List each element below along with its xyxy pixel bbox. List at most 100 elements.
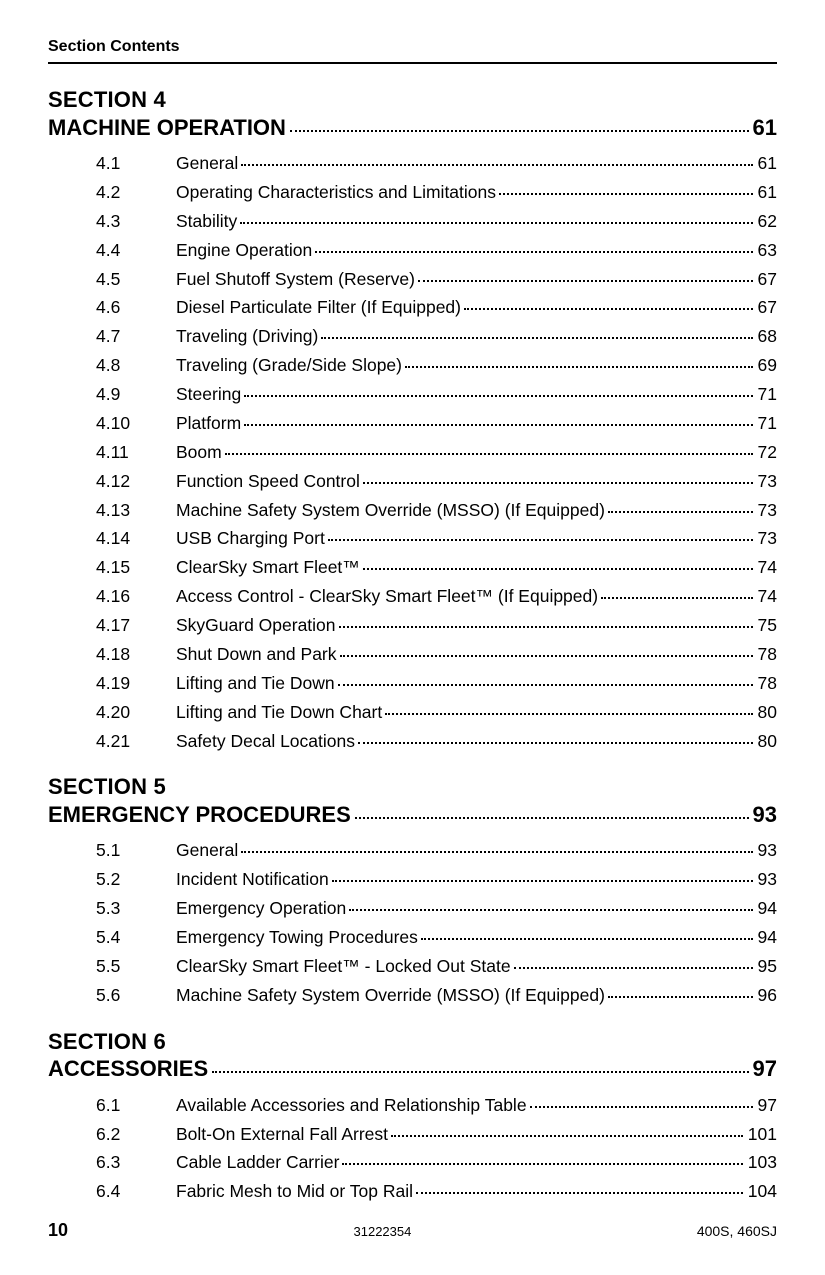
dot-leader — [328, 539, 753, 541]
toc-entry-title: SkyGuard Operation — [176, 611, 336, 640]
toc-entry: 4.7Traveling (Driving)68 — [48, 322, 777, 351]
toc-entry-title: Available Accessories and Relationship T… — [176, 1091, 527, 1120]
dot-leader — [244, 424, 752, 426]
dot-leader — [212, 1071, 748, 1073]
toc-entry: 6.1Available Accessories and Relationshi… — [48, 1091, 777, 1120]
toc-entry-title: Machine Safety System Override (MSSO) (I… — [176, 981, 605, 1010]
dot-leader — [608, 996, 753, 998]
toc-entry-title: Emergency Operation — [176, 894, 346, 923]
toc-entry-page: 61 — [756, 149, 777, 178]
dot-leader — [418, 280, 753, 282]
toc-entry-number: 6.2 — [96, 1120, 176, 1149]
toc-entry: 4.16Access Control - ClearSky Smart Flee… — [48, 582, 777, 611]
toc-entry-title: General — [176, 149, 238, 178]
toc-entry-page: 96 — [756, 981, 777, 1010]
toc-entry-title: Stability — [176, 207, 237, 236]
dot-leader — [240, 222, 752, 224]
toc-entry-number: 4.17 — [96, 611, 176, 640]
toc-entry-page: 67 — [756, 293, 777, 322]
toc-entry: 5.4Emergency Towing Procedures 94 — [48, 923, 777, 952]
toc-entry-title: Emergency Towing Procedures — [176, 923, 418, 952]
toc-entry-number: 4.2 — [96, 178, 176, 207]
toc-entry-number: 5.2 — [96, 865, 176, 894]
toc-entry-number: 4.10 — [96, 409, 176, 438]
toc-entry-number: 4.4 — [96, 236, 176, 265]
toc-entry-number: 4.5 — [96, 265, 176, 294]
toc-entry: 4.9Steering71 — [48, 380, 777, 409]
toc-entry: 4.18Shut Down and Park78 — [48, 640, 777, 669]
toc-entry-title: Operating Characteristics and Limitation… — [176, 178, 496, 207]
toc-entry: 4.11Boom72 — [48, 438, 777, 467]
section-page: 97 — [753, 1055, 777, 1083]
toc-entry: 5.3Emergency Operation 94 — [48, 894, 777, 923]
toc-entry-title: Traveling (Grade/Side Slope) — [176, 351, 402, 380]
dot-leader — [405, 366, 753, 368]
dot-leader — [340, 655, 753, 657]
toc-entry-number: 4.19 — [96, 669, 176, 698]
page-footer: 10 31222354 400S, 460SJ — [48, 1220, 777, 1241]
toc-entry: 4.5Fuel Shutoff System (Reserve)67 — [48, 265, 777, 294]
toc-entry: 4.19Lifting and Tie Down78 — [48, 669, 777, 698]
toc-entry-page: 93 — [756, 865, 777, 894]
toc-entry-page: 78 — [756, 669, 777, 698]
toc-entry-number: 6.3 — [96, 1148, 176, 1177]
toc-section: SECTION 5EMERGENCY PROCEDURES93 5.1Genera… — [48, 773, 777, 1009]
toc-entry-title: ClearSky Smart Fleet™ — [176, 553, 360, 582]
section-title-row: EMERGENCY PROCEDURES93 — [48, 801, 777, 829]
dot-leader — [225, 453, 753, 455]
toc-entry: 5.1General93 — [48, 836, 777, 865]
toc-entry: 5.2Incident Notification93 — [48, 865, 777, 894]
toc-entry-title: Function Speed Control — [176, 467, 360, 496]
dot-leader — [358, 742, 753, 744]
toc-entry-number: 6.4 — [96, 1177, 176, 1206]
toc-entry-title: Engine Operation — [176, 236, 312, 265]
toc-entry-page: 95 — [756, 952, 777, 981]
toc-entry: 4.10Platform71 — [48, 409, 777, 438]
toc-entry: 4.1General 61 — [48, 149, 777, 178]
toc-entry-title: Steering — [176, 380, 241, 409]
toc-entry-number: 5.4 — [96, 923, 176, 952]
toc-section: SECTION 6ACCESSORIES976.1Available Acces… — [48, 1028, 777, 1207]
toc-entry-number: 4.20 — [96, 698, 176, 727]
dot-leader — [601, 597, 752, 599]
toc-entry-page: 71 — [756, 380, 777, 409]
dot-leader — [608, 511, 753, 513]
dot-leader — [290, 130, 749, 132]
toc-entry-number: 4.1 — [96, 149, 176, 178]
toc-entry-page: 62 — [756, 207, 777, 236]
toc-entry-page: 103 — [746, 1148, 777, 1177]
toc-entry: 4.12Function Speed Control73 — [48, 467, 777, 496]
section-page: 61 — [753, 114, 777, 142]
toc-entry-page: 71 — [756, 409, 777, 438]
toc-entry-number: 5.5 — [96, 952, 176, 981]
toc-entry-page: 101 — [746, 1120, 777, 1149]
toc-entry: 4.15ClearSky Smart Fleet™74 — [48, 553, 777, 582]
toc-entry-title: ClearSky Smart Fleet™ - Locked Out State — [176, 952, 511, 981]
dot-leader — [363, 568, 753, 570]
toc-entry: 4.6Diesel Particulate Filter (If Equippe… — [48, 293, 777, 322]
toc-entry-number: 4.16 — [96, 582, 176, 611]
toc-entry-number: 4.3 — [96, 207, 176, 236]
section-heading: SECTION 5 — [48, 773, 777, 801]
toc-entry: 4.20Lifting and Tie Down Chart80 — [48, 698, 777, 727]
toc-entry-page: 94 — [756, 894, 777, 923]
toc-entry-number: 4.15 — [96, 553, 176, 582]
header-rule — [48, 62, 777, 64]
dot-leader — [421, 938, 753, 940]
toc-entry-number: 4.14 — [96, 524, 176, 553]
dot-leader — [355, 817, 749, 819]
toc-entry: 5.6Machine Safety System Override (MSSO)… — [48, 981, 777, 1010]
toc-entry-title: Fuel Shutoff System (Reserve) — [176, 265, 415, 294]
section-title: MACHINE OPERATION — [48, 114, 286, 142]
toc-entry-title: Diesel Particulate Filter (If Equipped) — [176, 293, 461, 322]
toc-entry-page: 73 — [756, 496, 777, 525]
toc-entry-page: 80 — [756, 727, 777, 756]
toc-entry-page: 94 — [756, 923, 777, 952]
section-heading: SECTION 4 — [48, 86, 777, 114]
toc-entry-title: Machine Safety System Override (MSSO) (I… — [176, 496, 605, 525]
toc-entry: 4.4Engine Operation63 — [48, 236, 777, 265]
toc-entry-title: Access Control - ClearSky Smart Fleet™ (… — [176, 582, 598, 611]
toc-entry-number: 5.3 — [96, 894, 176, 923]
toc-entry: 4.2Operating Characteristics and Limitat… — [48, 178, 777, 207]
toc-entry-title: General — [176, 836, 238, 865]
